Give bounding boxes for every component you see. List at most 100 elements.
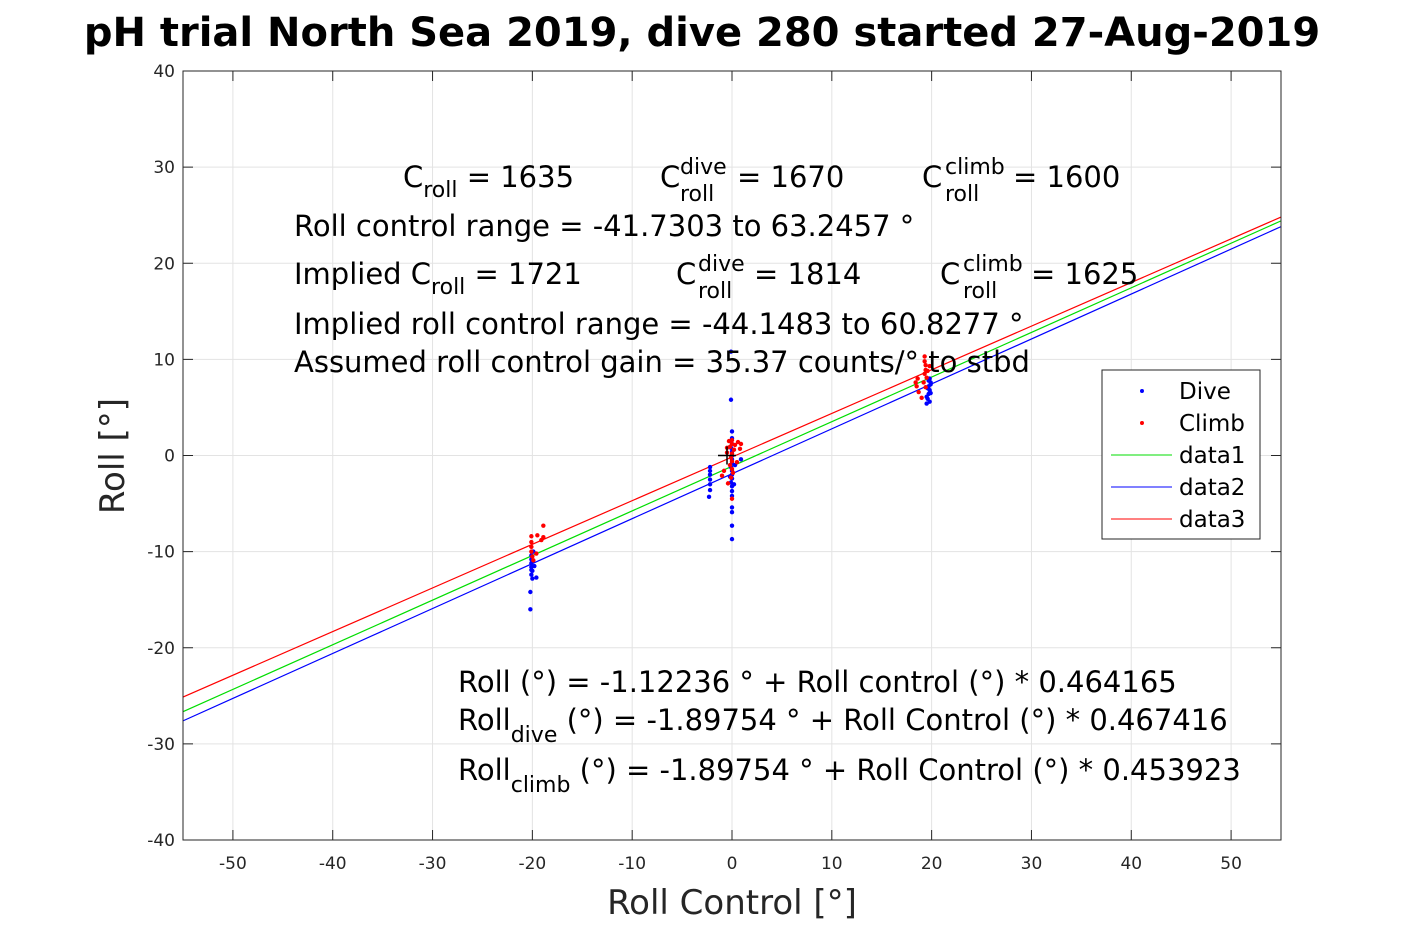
implied-c-dive-base: C — [676, 257, 696, 291]
point-dive — [729, 523, 735, 528]
point-climb — [922, 359, 927, 364]
y-tick-label: 30 — [153, 158, 175, 178]
implied-c-climb-sub: roll — [963, 279, 997, 304]
implied-c-climb-base: C — [940, 257, 960, 291]
point-climb — [530, 554, 535, 559]
point-dive — [927, 399, 932, 404]
y-tick-label: -20 — [147, 639, 175, 659]
point-dive — [707, 487, 713, 493]
implied-c-roll-value: = 1721 — [465, 257, 582, 291]
c-dive-base: C — [660, 160, 680, 194]
point-climb — [529, 549, 534, 554]
fit-climb-sub: climb — [511, 773, 571, 798]
implied-c-dive-sup: dive — [698, 252, 745, 277]
point-dive — [706, 494, 712, 500]
point-dive — [707, 472, 713, 477]
point-climb — [529, 534, 534, 539]
point-climb — [922, 371, 927, 376]
point-climb — [728, 475, 734, 480]
legend-dive-label: Dive — [1179, 379, 1231, 405]
annotation-bottom: Roll (°) = -1.12236 ° + Roll control (°)… — [458, 665, 1241, 798]
point-dive — [528, 589, 533, 595]
plot-frame — [182, 70, 1282, 841]
x-tick-label: 30 — [1021, 854, 1043, 874]
point-climb — [730, 470, 736, 476]
legend-dive-marker — [1140, 389, 1144, 393]
point-climb — [729, 451, 735, 456]
point-dive — [729, 505, 735, 510]
point-dive — [928, 390, 933, 396]
point-climb — [732, 442, 738, 448]
legend-climb-label: Climb — [1179, 411, 1245, 437]
origin-marker — [718, 446, 737, 465]
implied-c-climb-value: = 1625 — [1031, 257, 1138, 291]
c-dive-sub: roll — [680, 182, 714, 207]
point-climb — [728, 455, 734, 460]
x-tick-label: -30 — [419, 854, 447, 874]
point-climb — [737, 446, 743, 451]
point-dive — [728, 349, 734, 354]
point-climb — [915, 376, 920, 381]
point-climb — [925, 368, 930, 374]
point-dive — [529, 567, 534, 573]
point-dive — [707, 482, 713, 487]
point-climb — [927, 363, 932, 369]
legend-data2-label: data2 — [1179, 475, 1245, 501]
point-climb — [727, 462, 733, 468]
implied-c-dive-value: = 1814 — [754, 257, 861, 291]
x-tick-label: -40 — [319, 854, 347, 874]
point-climb — [729, 466, 735, 472]
point-dive — [534, 575, 539, 580]
c-climb-base: C — [922, 160, 942, 194]
implied-c-climb-sup: climb — [963, 252, 1023, 277]
y-axis-label: Roll [°] — [93, 398, 133, 514]
series-points — [528, 349, 933, 612]
x-tick-label: 10 — [821, 854, 843, 874]
point-dive — [928, 382, 933, 387]
point-dive — [532, 563, 537, 569]
point-climb — [738, 441, 744, 447]
point-dive — [738, 457, 744, 462]
point-climb — [923, 385, 928, 390]
point-climb — [923, 362, 928, 368]
c-climb-sup: climb — [945, 155, 1005, 180]
y-tick-label: 40 — [153, 62, 175, 82]
y-tick-label: -40 — [147, 831, 175, 851]
c-roll-sub: roll — [423, 178, 457, 203]
x-ticks: -50 -40 -30 -20 -10 0 10 20 30 40 50 — [219, 71, 1242, 874]
x-tick-label: -10 — [618, 854, 646, 874]
fit-dive-base: Roll — [458, 703, 511, 737]
implied-c-dive-sub: roll — [698, 279, 732, 304]
point-climb — [916, 389, 921, 395]
c-dive-value: = 1670 — [737, 160, 844, 194]
c-dive-sup: dive — [680, 155, 727, 180]
annotation-top: Croll = 1635 C dive roll = 1670 C climb … — [294, 155, 1138, 379]
x-tick-label: 0 — [727, 854, 738, 874]
point-climb — [913, 380, 918, 385]
c-climb-sub: roll — [945, 182, 979, 207]
point-dive — [924, 394, 929, 400]
point-climb — [922, 354, 927, 359]
point-climb — [734, 460, 740, 465]
point-climb — [727, 444, 733, 450]
point-dive — [707, 477, 713, 482]
point-climb — [919, 395, 924, 401]
legend-data3-label: data3 — [1179, 507, 1245, 533]
c-roll-value: = 1635 — [458, 160, 575, 194]
x-tick-label: 20 — [921, 854, 943, 874]
y-tick-label: 20 — [153, 254, 175, 274]
point-climb — [529, 544, 534, 550]
point-climb — [729, 437, 735, 443]
point-climb — [729, 496, 735, 501]
implied-prefix: Implied C — [294, 257, 431, 291]
y-ticks: -40 -30 -20 -10 0 10 20 30 40 — [147, 62, 1281, 851]
fit-dive-rest: (°) = -1.89754 ° + Roll Control (°) * 0.… — [557, 703, 1227, 737]
point-dive — [731, 482, 737, 487]
implied-c-roll: Implied Croll = 1721 — [294, 257, 582, 300]
x-tick-label: 40 — [1120, 854, 1142, 874]
point-climb — [725, 481, 731, 486]
point-climb — [719, 473, 725, 478]
x-tick-label: -50 — [219, 854, 247, 874]
point-climb — [914, 384, 919, 389]
